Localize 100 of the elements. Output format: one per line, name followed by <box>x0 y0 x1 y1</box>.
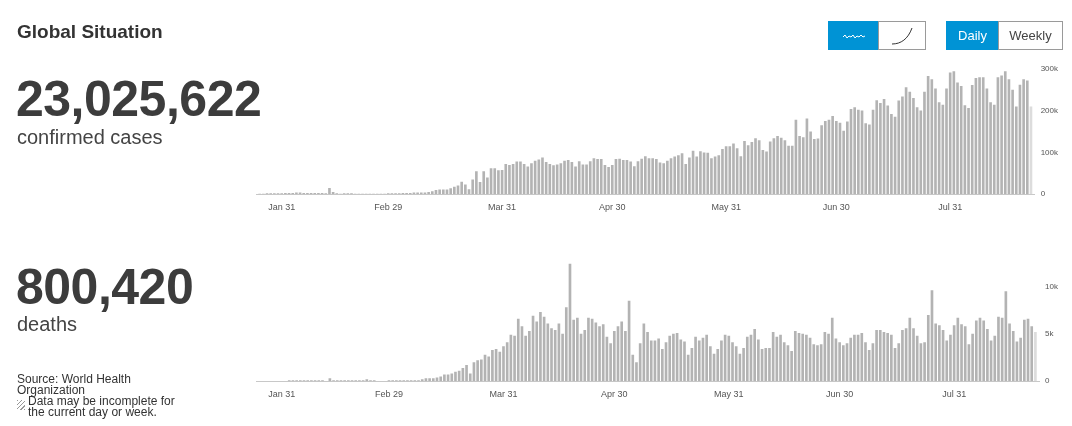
bar <box>745 336 749 382</box>
bar <box>823 121 827 195</box>
bar <box>732 143 735 195</box>
bar <box>727 335 731 382</box>
y-tick-label: 0 <box>1040 189 1046 199</box>
bar <box>754 138 757 195</box>
bar <box>482 171 486 195</box>
bar <box>1022 79 1025 195</box>
bar <box>640 158 643 195</box>
bar <box>576 317 579 382</box>
bar <box>491 349 494 382</box>
y-tick-label: 0 <box>1045 376 1051 386</box>
bar <box>793 331 797 382</box>
bar <box>587 317 590 382</box>
bar <box>779 334 782 382</box>
bar <box>974 320 978 382</box>
bar <box>938 325 941 382</box>
bar <box>753 329 756 382</box>
bar <box>598 326 601 382</box>
bar <box>875 330 878 382</box>
x-tick-label: Jan 31 <box>268 202 296 213</box>
bar <box>890 334 893 382</box>
bar <box>901 330 904 382</box>
bar <box>779 137 783 195</box>
bar <box>618 158 621 195</box>
bar <box>1000 75 1003 195</box>
bar <box>699 151 702 195</box>
bar <box>1003 71 1007 195</box>
bar <box>805 334 808 382</box>
bar <box>831 116 834 195</box>
bar <box>515 161 519 195</box>
bar <box>621 159 625 195</box>
bar <box>930 79 934 195</box>
bar <box>908 317 912 382</box>
bar <box>328 187 331 195</box>
bar <box>757 140 761 195</box>
bar <box>875 100 879 195</box>
bar <box>768 141 772 195</box>
bar <box>577 161 581 195</box>
bar <box>981 77 985 195</box>
x-tick-label: May 31 <box>714 389 744 400</box>
bar <box>668 335 672 382</box>
bar <box>526 166 530 195</box>
source-note: Source: World Health Organization <box>17 372 131 397</box>
bar <box>475 171 478 195</box>
annotation: 23,025,622 <box>16 71 262 127</box>
bar <box>683 341 686 382</box>
x-tick-label: Jul 31 <box>938 202 963 213</box>
x-tick-label: Mar 31 <box>489 389 518 400</box>
bar <box>820 125 823 195</box>
x-tick-label: Apr 30 <box>599 202 626 213</box>
bar <box>706 152 710 195</box>
bar <box>504 164 508 195</box>
bar <box>672 333 675 382</box>
bar <box>601 324 605 382</box>
bar <box>596 159 599 195</box>
bar <box>743 141 746 195</box>
y-tick-label: 10k <box>1045 281 1059 291</box>
bar <box>1025 80 1029 195</box>
bar <box>908 91 912 195</box>
bar <box>516 318 520 382</box>
bar <box>801 333 805 382</box>
bar <box>431 378 435 382</box>
bar <box>764 348 768 382</box>
bar <box>842 345 845 382</box>
bar <box>897 100 901 195</box>
bar <box>454 371 457 382</box>
bar <box>430 191 434 195</box>
bar <box>599 159 603 195</box>
bar <box>673 156 677 195</box>
bar <box>666 160 669 195</box>
bar <box>959 85 963 195</box>
bar <box>539 312 542 382</box>
bar <box>721 149 724 195</box>
bar <box>978 77 981 195</box>
bar <box>677 155 680 195</box>
x-tick-label: Jun 30 <box>822 202 850 213</box>
y-tick-label: 200k <box>1040 105 1059 115</box>
bar <box>563 160 566 195</box>
bar <box>878 330 882 382</box>
bar <box>816 345 819 382</box>
bar <box>982 320 986 382</box>
bar <box>734 346 738 382</box>
bar <box>460 181 463 195</box>
bar <box>728 146 732 195</box>
x-tick-label: Mar 31 <box>488 202 517 213</box>
bar <box>442 189 445 195</box>
bar <box>705 334 708 382</box>
y-tick-label: 5k <box>1045 329 1055 339</box>
bar <box>651 158 654 195</box>
bar <box>1034 331 1037 382</box>
bar <box>588 161 592 195</box>
bar <box>886 332 889 382</box>
bar <box>879 103 882 195</box>
bar <box>519 161 522 195</box>
bar <box>697 340 701 382</box>
bar <box>644 156 647 195</box>
weekly-button[interactable]: Weekly <box>998 21 1063 50</box>
y-tick-label: 300k <box>1040 64 1059 73</box>
bar <box>552 165 555 195</box>
